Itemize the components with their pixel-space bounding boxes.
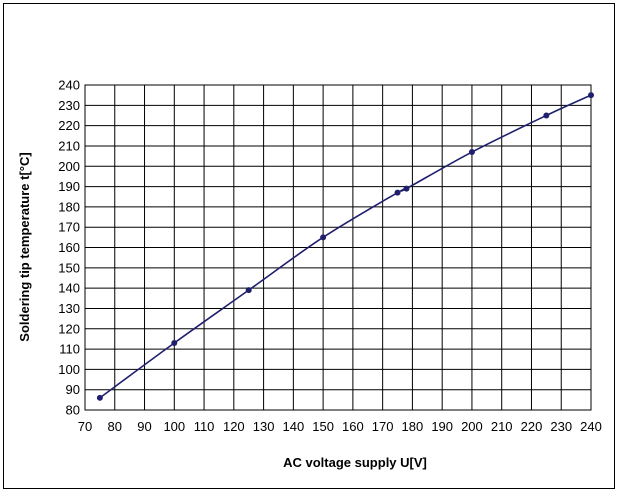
x-tick-label-4: 110 — [194, 419, 215, 434]
x-tick-label-12: 190 — [431, 419, 453, 434]
data-point-5 — [403, 185, 410, 192]
y-tick-labels: 80 90 100 110 120 130 140 150 160 170 180 190 200 210… — [58, 78, 80, 418]
y-tick-label-10: 180 — [58, 199, 80, 214]
data-point-2 — [245, 287, 252, 294]
y-tick-label-6: 140 — [58, 281, 80, 296]
y-tick-label-7: 150 — [58, 260, 80, 275]
y-tick-label-4: 120 — [58, 321, 80, 336]
y-tick-label-13: 210 — [58, 138, 80, 153]
x-tick-label-3: 100 — [163, 419, 185, 434]
x-tick-label-15: 220 — [521, 419, 543, 434]
y-axis-label: Soldering tip temperature t[°C] — [17, 152, 32, 341]
data-point-6 — [468, 149, 475, 156]
y-tick-label-2: 100 — [58, 362, 80, 377]
data-point-0 — [96, 394, 103, 401]
y-tick-label-9: 170 — [58, 220, 80, 235]
grid — [84, 84, 592, 411]
y-tick-label-11: 190 — [58, 179, 80, 194]
x-tick-label-9: 160 — [342, 419, 364, 434]
x-tick-label-10: 170 — [372, 419, 394, 434]
data-point-7 — [543, 112, 550, 119]
x-tick-label-14: 210 — [491, 419, 513, 434]
y-tick-label-12: 200 — [58, 159, 80, 174]
data-point-4 — [394, 189, 401, 196]
plot-border — [84, 84, 592, 411]
data-point-3 — [320, 234, 327, 241]
series — [96, 92, 594, 401]
x-tick-labels: 70 80 90 100 110 120 130 140 150 160 170 180 190 200 2… — [78, 419, 602, 434]
x-tick-label-17: 240 — [580, 419, 602, 434]
x-tick-label-16: 230 — [550, 419, 572, 434]
y-tick-label-8: 160 — [58, 240, 80, 255]
x-axis-label: AC voltage supply U[V] — [283, 455, 427, 470]
x-tick-label-2: 90 — [137, 419, 151, 434]
x-tick-label-0: 70 — [78, 419, 92, 434]
y-tick-label-15: 230 — [58, 98, 80, 113]
y-tick-label-1: 90 — [66, 382, 80, 397]
x-tick-label-13: 200 — [461, 419, 483, 434]
x-tick-label-1: 80 — [108, 419, 122, 434]
y-tick-label-5: 130 — [58, 301, 80, 316]
x-tick-label-11: 180 — [402, 419, 424, 434]
data-point-1 — [171, 339, 178, 346]
y-tick-label-14: 220 — [58, 118, 80, 133]
x-tick-label-5: 120 — [223, 419, 245, 434]
x-tick-label-8: 150 — [312, 419, 334, 434]
y-tick-label-16: 240 — [58, 78, 80, 93]
series-line-0 — [99, 94, 592, 399]
x-tick-label-6: 130 — [253, 419, 275, 434]
data-point-8 — [588, 92, 594, 99]
plot-area-border — [84, 84, 592, 411]
y-tick-label-3: 110 — [59, 342, 80, 357]
y-tick-label-0: 80 — [66, 403, 80, 418]
x-tick-label-7: 140 — [283, 419, 305, 434]
